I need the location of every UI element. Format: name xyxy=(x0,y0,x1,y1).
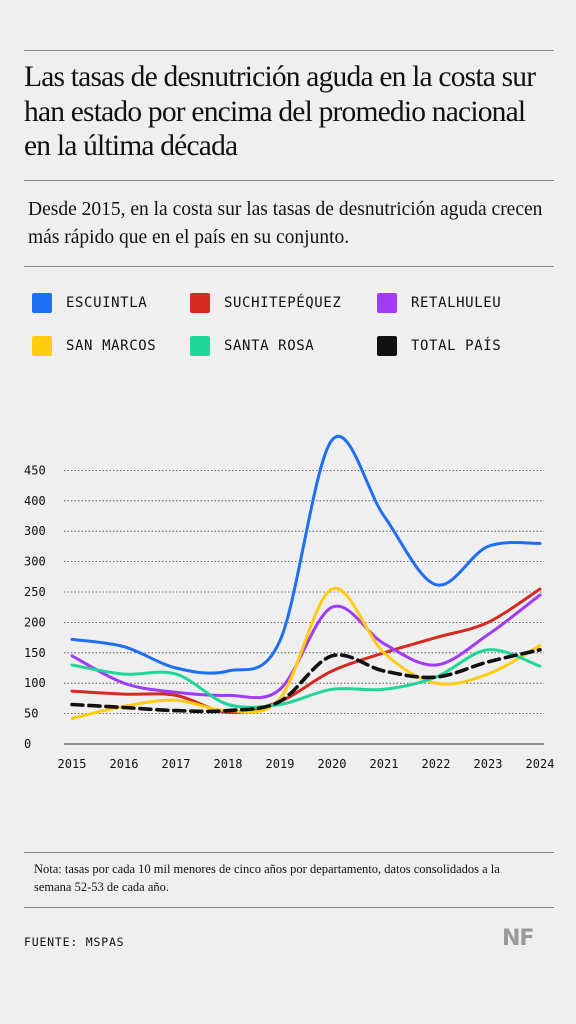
y-tick-label: 300 xyxy=(24,555,46,569)
legend-label-total-pais: TOTAL PAÍS xyxy=(411,338,502,354)
legend-item-total-pais: TOTAL PAÍS xyxy=(377,335,501,357)
x-tick-label: 2024 xyxy=(526,757,555,771)
x-tick-label: 2016 xyxy=(110,757,139,771)
chart-title: Las tasas de desnutrición aguda en la co… xyxy=(24,61,536,162)
line-chart: 0 50 100 150 200 250 300 300 400 450 2015 2016 2017… xyxy=(24,435,555,771)
series-line-escuintla xyxy=(70,435,542,675)
x-tick-label: 2019 xyxy=(266,757,295,771)
y-tick-label: 50 xyxy=(24,707,38,721)
source-credit: FUENTE: MSPAS xyxy=(24,935,125,949)
legend-swatch-escuintla xyxy=(32,293,52,313)
legend-item-retalhuleu: RETALHULEU xyxy=(377,292,501,314)
series-line-retalhuleu xyxy=(70,593,542,700)
y-tick-label: 150 xyxy=(24,646,46,660)
legend-label-suchitepequez: SUCHITEPÉQUEZ xyxy=(224,295,342,311)
chart-subtitle: Desde 2015, en la costa sur las tasas de… xyxy=(28,199,543,248)
series-line-santa-rosa xyxy=(70,648,542,709)
subtitle-rule xyxy=(24,266,554,267)
x-tick-label: 2023 xyxy=(474,757,503,771)
y-tick-label: 0 xyxy=(24,737,31,751)
chart-note: Nota: tasas por cada 10 mil menores de c… xyxy=(34,862,500,894)
y-tick-label: 100 xyxy=(24,676,46,690)
series-line-suchitep-quez xyxy=(70,587,542,714)
note-bottom-rule xyxy=(24,907,554,908)
legend-item-escuintla: ESCUINTLA xyxy=(32,292,147,314)
legend-label-retalhuleu: RETALHULEU xyxy=(411,295,502,311)
x-tick-label: 2015 xyxy=(58,757,87,771)
x-tick-label: 2018 xyxy=(214,757,243,771)
legend-item-santa-rosa: SANTA ROSA xyxy=(190,335,314,357)
y-tick-label: 250 xyxy=(24,585,46,599)
legend-label-santa-rosa: SANTA ROSA xyxy=(224,338,315,354)
chart-series xyxy=(70,435,542,720)
legend-item-suchitepequez: SUCHITEPÉQUEZ xyxy=(190,292,341,314)
y-tick-label: 400 xyxy=(24,494,46,508)
series-line-san-marcos xyxy=(70,586,542,720)
legend-label-escuintla: ESCUINTLA xyxy=(66,295,148,311)
y-tick-label: 200 xyxy=(24,615,46,629)
y-axis-ticks: 0 50 100 150 200 250 300 300 400 450 xyxy=(24,463,46,751)
y-tick-label: 300 xyxy=(24,524,46,538)
y-tick-label: 450 xyxy=(24,463,46,477)
legend-swatch-suchitepequez xyxy=(190,293,210,313)
x-tick-label: 2020 xyxy=(318,757,347,771)
legend-swatch-retalhuleu xyxy=(377,293,397,313)
title-rule xyxy=(24,180,554,181)
top-rule xyxy=(24,50,554,51)
series-line-total-pa-s xyxy=(70,648,542,714)
note-top-rule xyxy=(24,852,554,853)
x-tick-label: 2017 xyxy=(162,757,191,771)
x-tick-label: 2022 xyxy=(422,757,451,771)
legend-label-san-marcos: SAN MARCOS xyxy=(66,338,157,354)
legend-swatch-san-marcos xyxy=(32,336,52,356)
x-axis-ticks: 2015 2016 2017 2018 2019 2020 2021 2022 2023 2024 xyxy=(58,757,555,771)
legend-swatch-total-pais xyxy=(377,336,397,356)
legend-swatch-santa-rosa xyxy=(190,336,210,356)
x-tick-label: 2021 xyxy=(370,757,399,771)
nf-logo: NF xyxy=(502,926,534,951)
legend-item-san-marcos: SAN MARCOS xyxy=(32,335,156,357)
